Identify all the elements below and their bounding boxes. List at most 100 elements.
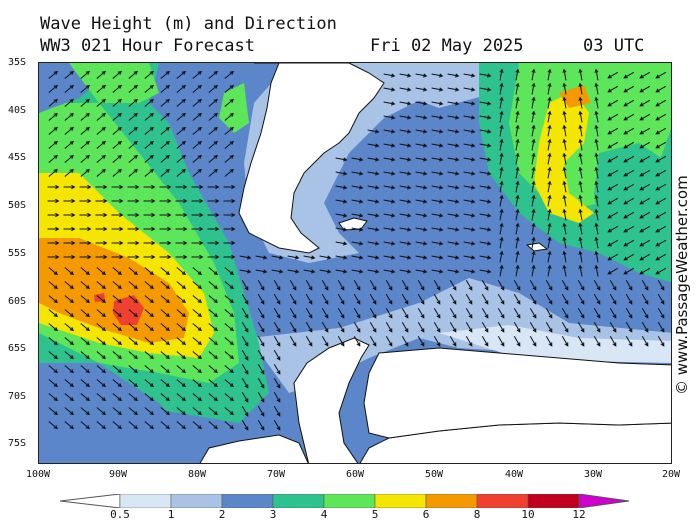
wave-arrow	[547, 250, 552, 263]
wave-arrow	[515, 236, 520, 249]
wave-arrow	[176, 140, 187, 149]
wave-arrow	[80, 267, 91, 276]
wave-arrow	[159, 212, 172, 218]
wave-arrow	[80, 351, 91, 360]
wave-arrow	[594, 152, 599, 165]
wave-arrow	[593, 307, 601, 319]
wave-arrow	[655, 225, 667, 233]
wave-arrow	[241, 349, 249, 361]
wave-arrow	[192, 351, 203, 360]
legend-label: 2	[218, 508, 226, 521]
wave-arrow	[623, 155, 635, 163]
wave-arrow	[547, 194, 552, 207]
wave-arrow	[144, 309, 155, 318]
wave-arrow	[96, 365, 107, 374]
wave-arrow	[64, 407, 75, 416]
wave-arrow	[160, 154, 171, 163]
wave-arrow	[594, 166, 599, 179]
wave-arrow	[96, 393, 107, 402]
wave-arrow	[208, 70, 219, 79]
wave-arrow	[144, 323, 155, 332]
wave-arrow	[463, 185, 476, 190]
wave-arrow	[383, 227, 396, 232]
wave-arrow	[144, 421, 155, 430]
wave-arrow	[562, 166, 567, 179]
wave-arrow	[224, 140, 235, 149]
wave-arrow	[479, 171, 492, 176]
wave-arrow	[112, 393, 123, 402]
wave-arrow	[192, 309, 203, 318]
wave-arrow	[465, 307, 473, 319]
wave-arrow	[431, 171, 444, 176]
wave-arrow	[513, 307, 521, 319]
wave-arrow	[48, 351, 59, 360]
wave-arrow	[577, 293, 585, 305]
wave-arrow	[128, 140, 139, 149]
wave-arrow	[609, 279, 617, 291]
wave-arrow	[463, 241, 476, 246]
lat-label: 75S	[8, 438, 27, 449]
wave-arrow	[192, 379, 203, 388]
wave-arrow	[578, 96, 583, 109]
wave-arrow	[176, 281, 187, 290]
wave-arrow	[95, 198, 108, 204]
wave-arrow	[499, 152, 504, 165]
wave-arrow	[415, 199, 428, 204]
wave-arrow	[335, 269, 348, 274]
wave-arrow	[562, 236, 567, 249]
wave-arrow	[64, 421, 75, 430]
wave-arrow	[417, 279, 425, 291]
wave-arrow	[607, 113, 619, 121]
wave-arrow	[111, 184, 124, 190]
wave-arrow	[47, 226, 60, 232]
wave-arrow	[594, 68, 599, 81]
wave-arrow	[144, 365, 155, 374]
wave-arrow	[48, 112, 59, 121]
wave-arrow	[623, 169, 635, 177]
wave-arrow	[609, 307, 617, 319]
wave-arrow	[160, 281, 171, 290]
wave-arrow	[96, 126, 107, 135]
wave-arrow	[48, 365, 59, 374]
wave-arrow	[367, 269, 380, 274]
wave-arrow	[625, 279, 633, 291]
wave-arrow	[399, 269, 412, 274]
wave-arrow	[417, 335, 425, 347]
wave-arrow	[623, 113, 635, 121]
wave-arrow	[547, 82, 552, 95]
wave-arrow	[112, 140, 123, 149]
wave-arrow	[515, 124, 520, 137]
wave-arrow	[562, 264, 567, 277]
wave-arrow	[112, 407, 123, 416]
wave-arrow	[223, 212, 236, 218]
wave-arrow	[112, 168, 123, 177]
wave-arrow	[96, 295, 107, 304]
wave-arrow	[128, 365, 139, 374]
wave-arrow	[415, 227, 428, 232]
wave-arrow	[383, 255, 396, 260]
wave-arrow	[515, 152, 520, 165]
wave-arrow	[80, 379, 91, 388]
wave-arrow	[578, 68, 583, 81]
wave-arrow	[207, 198, 220, 204]
wave-arrow	[655, 71, 667, 79]
wave-arrow	[463, 73, 476, 78]
wave-arrow	[547, 208, 552, 221]
wave-arrow	[176, 407, 187, 416]
wave-arrow	[144, 84, 155, 93]
wave-arrow	[160, 365, 171, 374]
wave-map[interactable]	[38, 62, 672, 464]
wave-arrow	[80, 407, 91, 416]
wave-arrow	[321, 335, 329, 347]
wave-arrow	[241, 391, 249, 403]
wave-arrow	[112, 154, 123, 163]
wave-arrow	[175, 226, 188, 232]
wave-arrow	[369, 321, 377, 333]
wave-arrow	[224, 323, 235, 332]
wave-arrow	[639, 183, 651, 191]
wave-arrow	[415, 255, 428, 260]
wave-arrow	[64, 351, 75, 360]
wave-arrow	[479, 115, 492, 120]
wave-arrow	[431, 241, 444, 246]
wave-arrow	[531, 166, 536, 179]
